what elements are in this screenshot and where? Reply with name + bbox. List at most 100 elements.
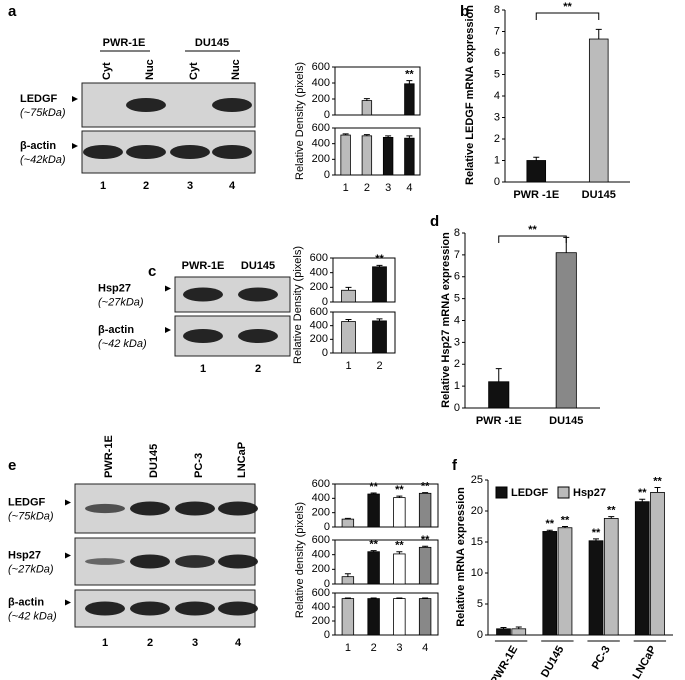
bar xyxy=(393,553,406,585)
bar xyxy=(404,137,415,176)
blot-band xyxy=(238,329,278,343)
panel-label: c xyxy=(148,263,156,280)
y-axis-label: Relative LEDGF mRNA expression xyxy=(464,5,476,185)
panel-label: d xyxy=(430,213,439,230)
error-bar xyxy=(344,573,351,577)
y-tick-label: 600 xyxy=(312,61,330,73)
bar xyxy=(372,320,387,354)
significance-label: ** xyxy=(375,253,384,265)
blot-band xyxy=(85,558,125,565)
y-tick-label: 0 xyxy=(322,347,328,359)
y-tick-label: 3 xyxy=(454,336,460,348)
panel-label: f xyxy=(452,457,458,474)
significance-label: ** xyxy=(607,504,616,516)
lane-number: 3 xyxy=(187,180,193,192)
bar xyxy=(367,493,380,528)
lane-number: 2 xyxy=(147,637,153,649)
blot-row-label: LEDGF xyxy=(8,496,46,508)
error-bar xyxy=(533,156,540,161)
y-tick-label: 200 xyxy=(312,615,330,627)
y-tick-label: 200 xyxy=(310,281,328,293)
bar xyxy=(382,136,394,176)
y-tick-label: 0 xyxy=(324,629,330,641)
error-bar xyxy=(396,551,403,554)
bar xyxy=(555,252,577,409)
bar xyxy=(341,576,355,585)
bar xyxy=(361,100,373,116)
y-tick-label: 400 xyxy=(312,549,330,561)
x-tick-label: PWR-1E xyxy=(488,644,520,680)
y-tick-label: 200 xyxy=(312,563,330,575)
error-bar xyxy=(385,135,392,138)
blot-row-sublabel: (~27kDa) xyxy=(8,563,54,575)
legend-swatch xyxy=(495,486,508,499)
plot-frame xyxy=(334,66,421,116)
error-bar xyxy=(363,98,370,101)
blot-band xyxy=(170,145,210,159)
bar xyxy=(557,527,573,636)
blot-band xyxy=(126,145,166,159)
y-tick-label: 15 xyxy=(471,536,483,548)
error-bar xyxy=(654,486,661,493)
significance-label: ** xyxy=(395,540,404,552)
y-tick-label: 2 xyxy=(454,358,460,370)
lane-number: 1 xyxy=(100,180,106,192)
plot-frame xyxy=(332,311,396,354)
bar xyxy=(367,551,380,585)
panel-label: a xyxy=(8,3,17,20)
error-bar xyxy=(515,626,522,629)
error-bar xyxy=(500,627,507,629)
significance-label: ** xyxy=(369,481,378,493)
bracket-label: ** xyxy=(563,1,572,13)
significance-bracket xyxy=(535,12,600,20)
blot-row-label: Hsp27 xyxy=(8,549,41,561)
y-tick-label: 0 xyxy=(324,521,330,533)
error-bar xyxy=(376,264,383,267)
y-tick-label: 4 xyxy=(454,314,460,326)
error-bar xyxy=(608,516,615,519)
blot-band xyxy=(212,145,252,159)
blot-row-label: β-actin xyxy=(20,140,56,152)
y-tick-label: 600 xyxy=(310,252,328,264)
significance-label: ** xyxy=(653,475,662,487)
y-axis-label: Relative Density (pixels) xyxy=(294,62,306,180)
error-bar xyxy=(370,550,377,552)
blot-band xyxy=(238,287,278,302)
blot-row-label: β-actin xyxy=(98,324,134,336)
error-bar xyxy=(422,597,429,599)
x-tick-label: 2 xyxy=(371,642,377,654)
error-bar xyxy=(344,517,351,520)
y-tick-label: 5 xyxy=(494,68,500,80)
bar xyxy=(650,491,665,636)
blot-group-label: PWR-1E xyxy=(103,37,146,49)
error-bar xyxy=(422,492,429,494)
bar xyxy=(341,289,356,303)
blot-band xyxy=(175,501,215,516)
blot-lane-label: LNCaP xyxy=(236,442,248,478)
blot-row-label: β-actin xyxy=(8,596,44,608)
plot-frame xyxy=(334,127,421,176)
blot-panel xyxy=(81,82,256,128)
blot-row-label: LEDGF xyxy=(20,93,58,105)
bar xyxy=(418,492,432,528)
bar xyxy=(393,598,406,636)
lane-number: 1 xyxy=(200,363,206,375)
plot-frame xyxy=(334,539,439,585)
error-bar xyxy=(370,597,377,599)
bar xyxy=(511,628,527,636)
significance-label: ** xyxy=(561,514,570,526)
significance-label: ** xyxy=(421,481,430,493)
y-tick-label: 1 xyxy=(454,380,460,392)
error-bar xyxy=(639,498,646,502)
significance-bracket xyxy=(498,235,567,243)
bar xyxy=(361,135,373,176)
error-bar xyxy=(344,597,351,599)
y-tick-label: 0 xyxy=(494,176,500,188)
bar xyxy=(588,38,609,183)
bar xyxy=(526,160,547,183)
blot-lane-label: PC-3 xyxy=(193,453,205,478)
error-bar xyxy=(595,28,602,40)
bar xyxy=(488,381,510,409)
blot-band xyxy=(212,98,252,112)
y-tick-label: 0 xyxy=(324,169,330,181)
